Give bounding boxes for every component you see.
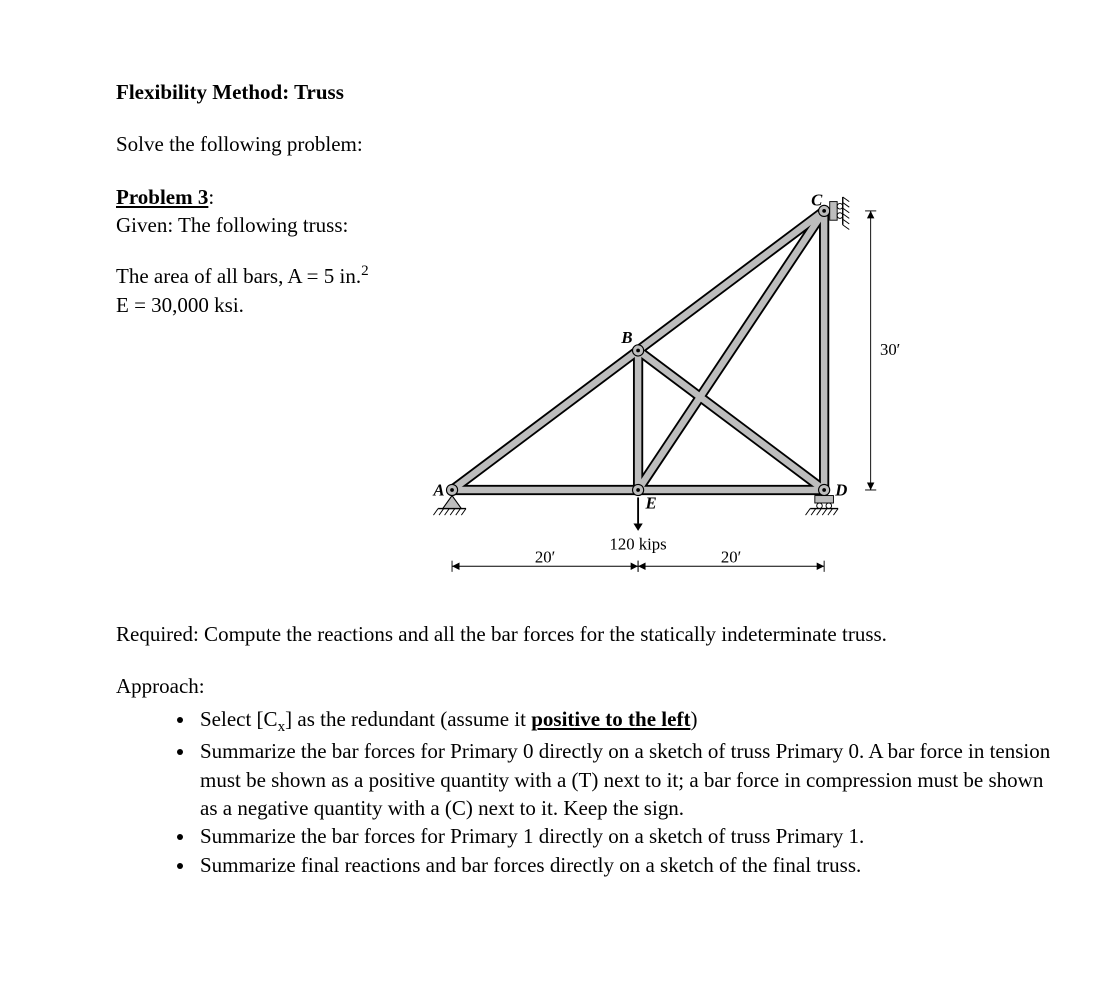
required-line: Required: Compute the reactions and all …	[116, 620, 1057, 648]
svg-text:C: C	[811, 190, 823, 209]
svg-text:D: D	[834, 480, 847, 499]
approach-label: Approach:	[116, 672, 1057, 700]
truss-figure: A E D B C 120 kips 20′ 20′ 30′	[406, 183, 926, 590]
svg-text:A: A	[432, 480, 444, 499]
approach-item-3: Summarize the bar forces for Primary 1 d…	[196, 822, 1057, 850]
problem-block: Problem 3: Given: The following truss: T…	[116, 183, 1057, 590]
svg-text:20′: 20′	[535, 547, 555, 566]
approach-item-4: Summarize final reactions and bar forces…	[196, 851, 1057, 879]
page-title: Flexibility Method: Truss	[116, 78, 1057, 106]
svg-text:30′: 30′	[880, 340, 900, 359]
approach-item-1: Select [Cx] as the redundant (assume it …	[196, 705, 1057, 738]
svg-text:120 kips: 120 kips	[609, 534, 666, 553]
svg-text:20′: 20′	[721, 547, 741, 566]
given-text: Problem 3: Given: The following truss: T…	[116, 183, 376, 319]
svg-text:B: B	[620, 328, 632, 347]
approach-list: Select [Cx] as the redundant (assume it …	[116, 705, 1057, 879]
approach-item-2: Summarize the bar forces for Primary 0 d…	[196, 737, 1057, 822]
modulus-line: E = 30,000 ksi.	[116, 291, 376, 319]
area-line: The area of all bars, A = 5 in.2	[116, 261, 376, 290]
problem-label: Problem 3	[116, 185, 208, 209]
svg-text:E: E	[645, 493, 657, 512]
given-line: Given: The following truss:	[116, 211, 376, 239]
intro-line: Solve the following problem:	[116, 130, 1057, 158]
problem-label-line: Problem 3:	[116, 183, 376, 211]
